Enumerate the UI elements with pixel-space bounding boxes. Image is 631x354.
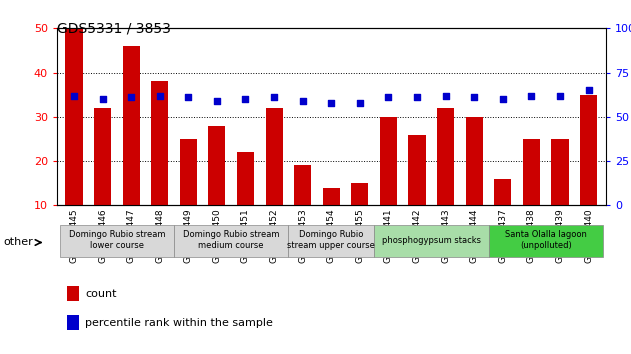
Bar <box>174 225 288 257</box>
Text: Domingo Rubio stream
lower course: Domingo Rubio stream lower course <box>69 230 165 250</box>
Bar <box>294 166 311 250</box>
Bar <box>466 117 483 250</box>
Bar <box>151 81 168 250</box>
Point <box>469 95 480 100</box>
Point <box>440 93 451 98</box>
Point <box>355 100 365 105</box>
Bar <box>180 139 197 250</box>
Point <box>412 95 422 100</box>
Bar <box>67 286 79 301</box>
Bar <box>208 126 225 250</box>
Text: GDS5331 / 3853: GDS5331 / 3853 <box>57 21 170 35</box>
Bar <box>94 108 111 250</box>
Point <box>298 98 308 104</box>
Bar <box>551 139 569 250</box>
Text: other: other <box>3 238 33 247</box>
Text: phosphogypsum stacks: phosphogypsum stacks <box>382 235 481 245</box>
Bar <box>237 152 254 250</box>
Bar <box>374 225 488 257</box>
Bar <box>523 139 540 250</box>
Bar <box>351 183 369 250</box>
Text: count: count <box>85 289 117 299</box>
Point <box>269 95 279 100</box>
Bar <box>322 188 340 250</box>
Point <box>69 93 79 98</box>
Bar <box>488 225 603 257</box>
Text: Domingo Rubio stream
medium course: Domingo Rubio stream medium course <box>183 230 280 250</box>
Point <box>97 96 107 102</box>
Point <box>155 93 165 98</box>
Point <box>183 95 193 100</box>
Bar <box>580 95 597 250</box>
Point <box>212 98 222 104</box>
Bar <box>266 108 283 250</box>
Point <box>126 95 136 100</box>
Bar <box>67 315 79 330</box>
Text: Domingo Rubio
stream upper course: Domingo Rubio stream upper course <box>287 230 375 250</box>
Bar <box>437 108 454 250</box>
Bar <box>494 179 511 250</box>
Bar <box>122 46 139 250</box>
Bar <box>60 225 174 257</box>
Bar <box>380 117 397 250</box>
Point <box>555 93 565 98</box>
Point <box>240 96 251 102</box>
Point <box>526 93 536 98</box>
Bar <box>66 28 83 250</box>
Point <box>584 87 594 93</box>
Bar <box>408 135 426 250</box>
Point <box>498 96 508 102</box>
Point <box>326 100 336 105</box>
Text: percentile rank within the sample: percentile rank within the sample <box>85 318 273 327</box>
Bar <box>288 225 374 257</box>
Point <box>384 95 394 100</box>
Text: Santa Olalla lagoon
(unpolluted): Santa Olalla lagoon (unpolluted) <box>505 230 587 250</box>
